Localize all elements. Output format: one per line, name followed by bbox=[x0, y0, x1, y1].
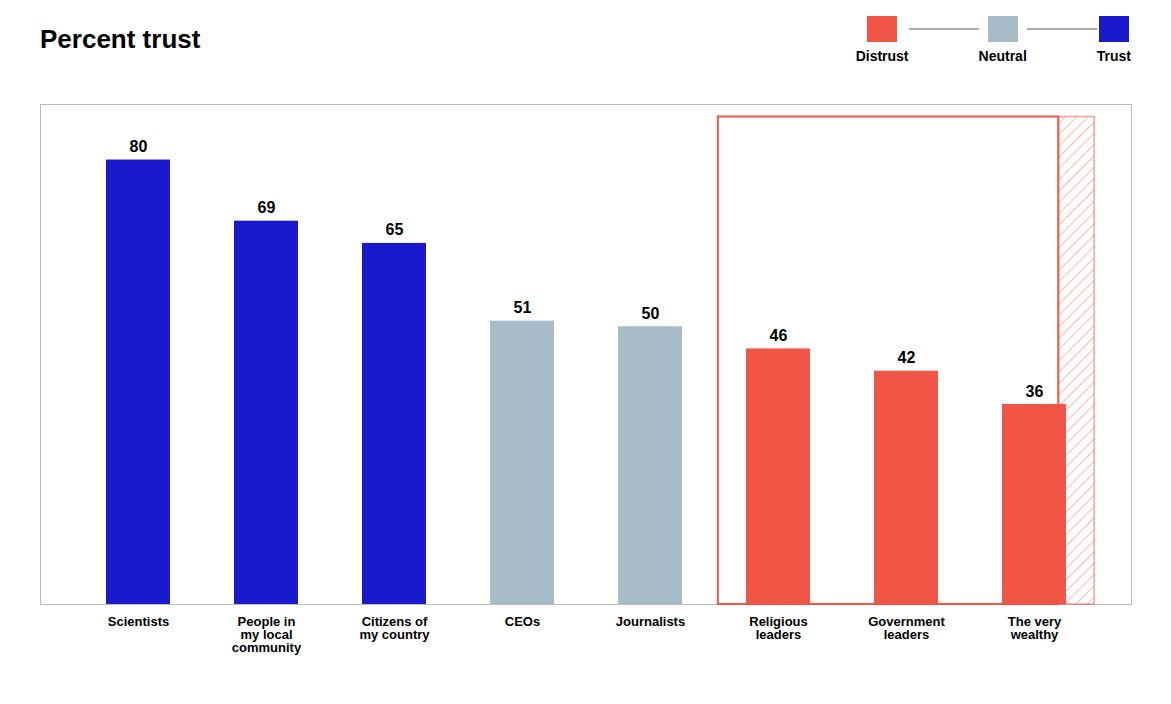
html-text:Neutral: Neutral bbox=[978, 48, 1027, 64]
svg-text:Journalists: Journalists bbox=[616, 614, 685, 629]
svg-text:50: 50 bbox=[642, 305, 660, 322]
svg-text:69: 69 bbox=[258, 199, 276, 216]
svg-text:46: 46 bbox=[770, 327, 788, 344]
html-text:Trust: Trust bbox=[1096, 48, 1131, 64]
svg-text:Citizens ofmy country: Citizens ofmy country bbox=[359, 614, 430, 642]
svg-text:People inmy localcommunity: People inmy localcommunity bbox=[232, 614, 302, 655]
html-text:Distrust: Distrust bbox=[855, 48, 909, 64]
svg-text:Governmentleaders: Governmentleaders bbox=[868, 614, 945, 642]
svg-text:Religiousleaders: Religiousleaders bbox=[749, 614, 808, 642]
svg-text:80: 80 bbox=[130, 138, 148, 155]
svg-text:51: 51 bbox=[514, 299, 532, 316]
svg-text:42: 42 bbox=[898, 349, 916, 366]
svg-text:The verywealthy: The verywealthy bbox=[1008, 614, 1062, 642]
html-text:Percent trust: Percent trust bbox=[40, 24, 201, 54]
svg-text:65: 65 bbox=[386, 221, 404, 238]
svg-text:CEOs: CEOs bbox=[505, 614, 540, 629]
svg-text:Scientists: Scientists bbox=[108, 614, 169, 629]
svg-text:36: 36 bbox=[1026, 383, 1044, 400]
